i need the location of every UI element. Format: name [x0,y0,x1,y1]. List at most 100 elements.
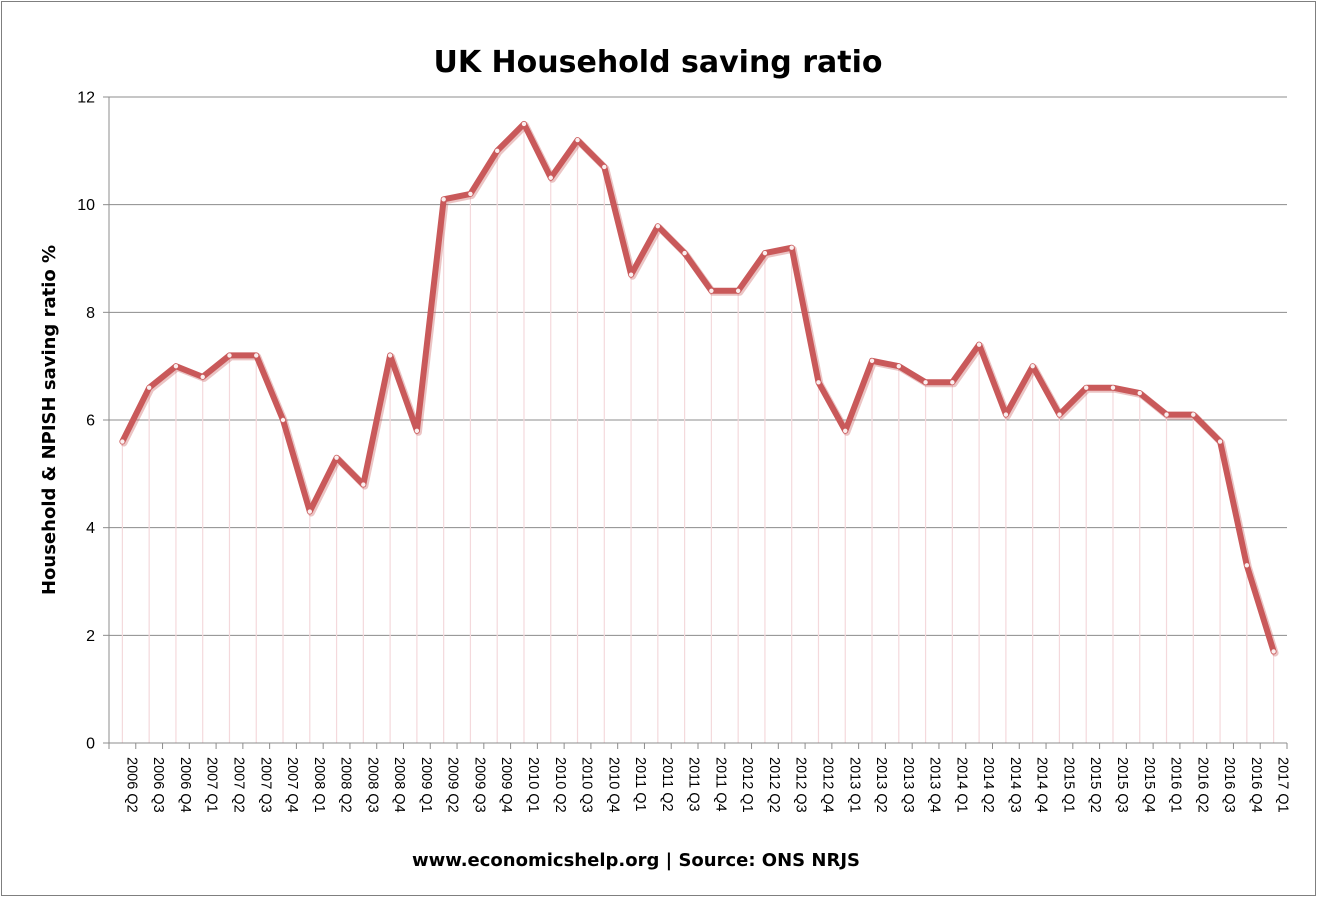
x-tick-label: 2006 Q2 [123,757,139,813]
data-point [1003,412,1009,417]
data-point [789,245,794,250]
x-tick-label: 2013 Q3 [900,757,916,813]
x-tick-label: 2015 Q1 [1060,757,1076,813]
x-tick-label: 2012 Q4 [819,757,835,813]
x-tick-label: 2009 Q1 [418,757,434,813]
y-axis-label: Household & NPISH saving ratio % [39,245,60,595]
x-tick-label: 2013 Q2 [873,757,889,813]
data-point [1271,649,1276,654]
data-point [1030,363,1035,369]
data-point [120,439,125,444]
data-point [200,374,205,380]
data-point [414,428,420,433]
data-point [923,380,928,385]
data-point [361,482,366,487]
y-tick-label: 10 [77,197,95,214]
x-tick-label: 2014 Q3 [1007,757,1023,813]
chart-title: UK Household saving ratio [434,45,883,80]
y-tick-label: 2 [86,628,95,645]
data-point [146,385,152,390]
data-point [468,191,473,197]
x-tick-label: 2007 Q2 [230,757,246,813]
x-tick-label: 2014 Q1 [953,757,969,813]
x-tick-labels: 2006 Q2 2006 Q3 2006 Q4 2007 Q1 2007 Q2 2007 … [108,743,1291,813]
data-point [441,197,446,202]
data-point [869,358,875,363]
x-tick-label: 2008 Q1 [311,757,327,813]
source-note: www.economicshelp.org | Source: ONS NRJS [412,850,860,871]
data-point [976,342,982,347]
data-point [227,353,232,358]
data-point [682,250,687,256]
data-point [1217,439,1223,444]
x-tick-label: 2016 Q1 [1168,757,1184,813]
data-point [1244,563,1250,568]
x-tick-label: 2015 Q3 [1114,757,1130,813]
x-tick-label: 2011 Q2 [659,757,675,812]
x-tick-label: 2007 Q3 [257,757,273,813]
data-point [735,288,741,293]
x-tick-label: 2008 Q2 [338,757,354,813]
x-tick-label: 2014 Q4 [1034,757,1050,813]
drop-lines [121,123,1275,743]
data-point [1084,385,1089,390]
x-tick-label: 2017 Q1 [1275,757,1291,813]
data-point [334,455,339,460]
data-point [896,363,901,369]
data-point [173,363,179,369]
x-tick-label: 2010 Q4 [605,757,621,813]
x-tick-label: 2009 Q2 [445,757,461,813]
series-line-group [119,120,1279,657]
series-line [119,120,1277,655]
data-point [387,353,393,358]
data-point [843,428,848,433]
data-point [1110,385,1116,390]
x-tick-label: 2016 Q3 [1221,757,1237,813]
x-tick-label: 2011 Q1 [632,757,648,812]
x-tick-label: 2011 Q3 [686,757,702,812]
data-point [1057,412,1062,417]
x-tick-label: 2007 Q4 [284,757,300,813]
x-tick-label: 2012 Q1 [739,757,755,813]
data-point [762,250,768,256]
x-tick-label: 2013 Q1 [846,757,862,813]
data-point [950,380,955,385]
x-tick-label: 2016 Q2 [1194,757,1210,813]
x-tick-label: 2014 Q2 [980,757,996,813]
data-point [1164,412,1169,417]
y-tick-label: 8 [86,305,95,322]
x-tick-label: 2009 Q4 [498,757,514,813]
y-tick-label: 6 [86,413,95,430]
x-tick-label: 2010 Q3 [579,757,595,813]
y-tick-label: 4 [86,520,95,537]
x-tick-label: 2010 Q1 [525,757,541,813]
x-tick-label: 2013 Q4 [927,757,943,813]
data-point [521,121,527,127]
data-point [280,417,286,423]
x-tick-label: 2008 Q4 [391,757,407,813]
x-tick-label: 2008 Q3 [364,757,380,813]
data-point [1137,390,1142,396]
gridlines [109,96,1287,636]
data-point [254,353,259,358]
x-tick-label: 2015 Q2 [1087,757,1103,813]
x-tick-label: 2007 Q1 [204,757,220,813]
x-tick-label: 2016 Q4 [1248,757,1264,813]
data-point [307,509,312,514]
x-tick-label: 2015 Q4 [1141,757,1157,813]
data-point [548,175,553,180]
data-point [709,288,714,293]
data-point [816,380,821,385]
x-tick-label: 2012 Q2 [766,757,782,813]
x-tick-label: 2009 Q3 [471,757,487,813]
axes [108,97,1287,744]
y-tick-label: 12 [77,90,95,107]
x-tick-label: 2006 Q3 [150,757,166,813]
x-tick-label: 2006 Q4 [177,757,193,813]
x-tick-label: 2010 Q2 [552,757,568,813]
data-point [1191,412,1196,417]
data-point [575,137,580,143]
x-tick-label: 2012 Q3 [793,757,809,813]
y-tick-labels: 0 2 4 6 8 10 12 [77,90,109,753]
